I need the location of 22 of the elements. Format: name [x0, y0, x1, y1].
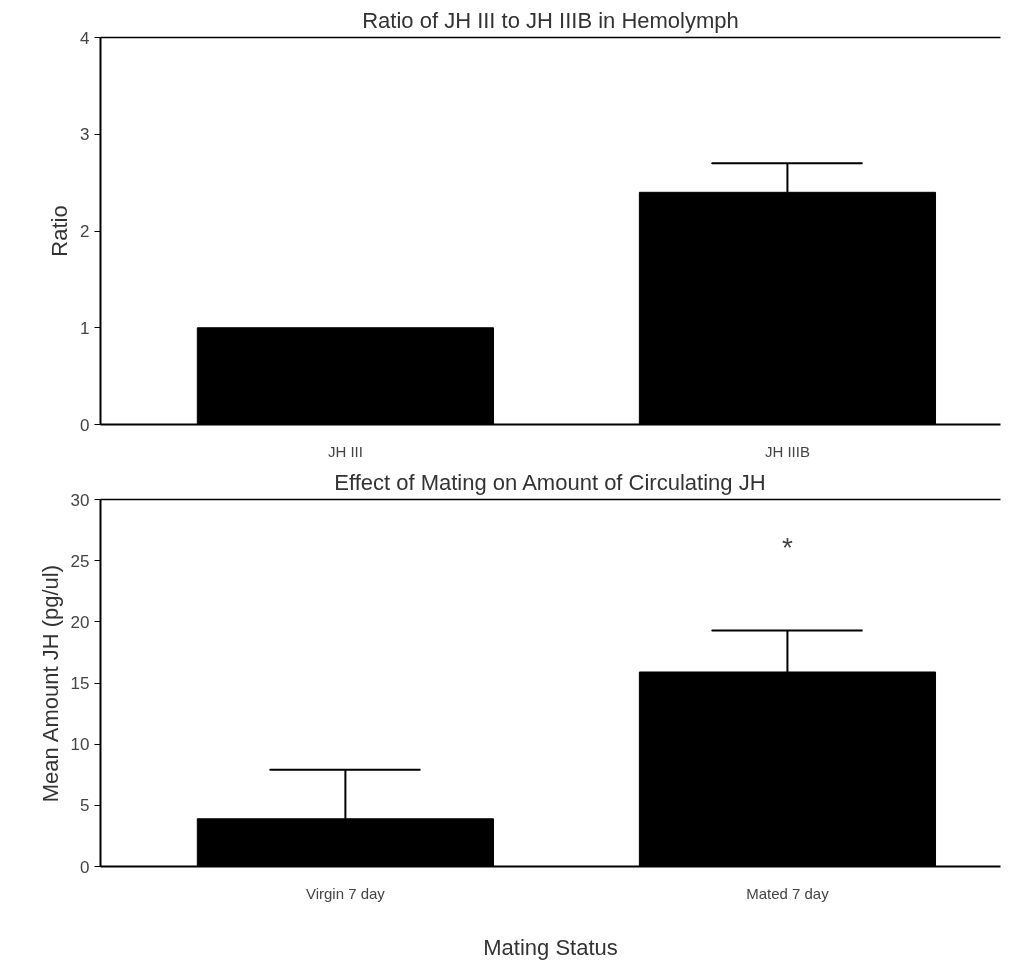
x-tick-label: Virgin 7 day: [305, 884, 386, 902]
y-tick-label: 10: [70, 735, 90, 755]
y-tick-label: 25: [70, 551, 90, 571]
x-axis-title: Mating Status: [483, 934, 618, 960]
y-axis-title: Ratio: [47, 205, 73, 257]
y-tick-label: 5: [80, 796, 90, 816]
y-tick-label: 15: [70, 674, 90, 693]
x-tick-label: JH IIIB: [764, 442, 810, 460]
annotation: *: [781, 531, 793, 563]
y-tick-label: 1: [80, 318, 90, 338]
y-tick-label: 0: [80, 415, 90, 435]
y-tick-label: 2: [80, 222, 90, 241]
y-tick-label: 0: [80, 857, 90, 877]
x-tick-label: JH III: [327, 442, 363, 460]
y-axis-title: Mean Amount JH (pg/ul): [37, 564, 63, 803]
y-tick-label: 4: [80, 28, 90, 48]
chart-title: Ratio of JH III to JH IIIB in Hemolymph: [362, 7, 739, 33]
y-tick-label: 3: [80, 125, 90, 145]
y-tick-label: 30: [70, 490, 90, 510]
y-tick-label: 20: [70, 612, 90, 632]
x-tick-label: Mated 7 day: [746, 884, 830, 902]
chart-title: Effect of Mating on Amount of Circulating JH: [334, 469, 766, 495]
